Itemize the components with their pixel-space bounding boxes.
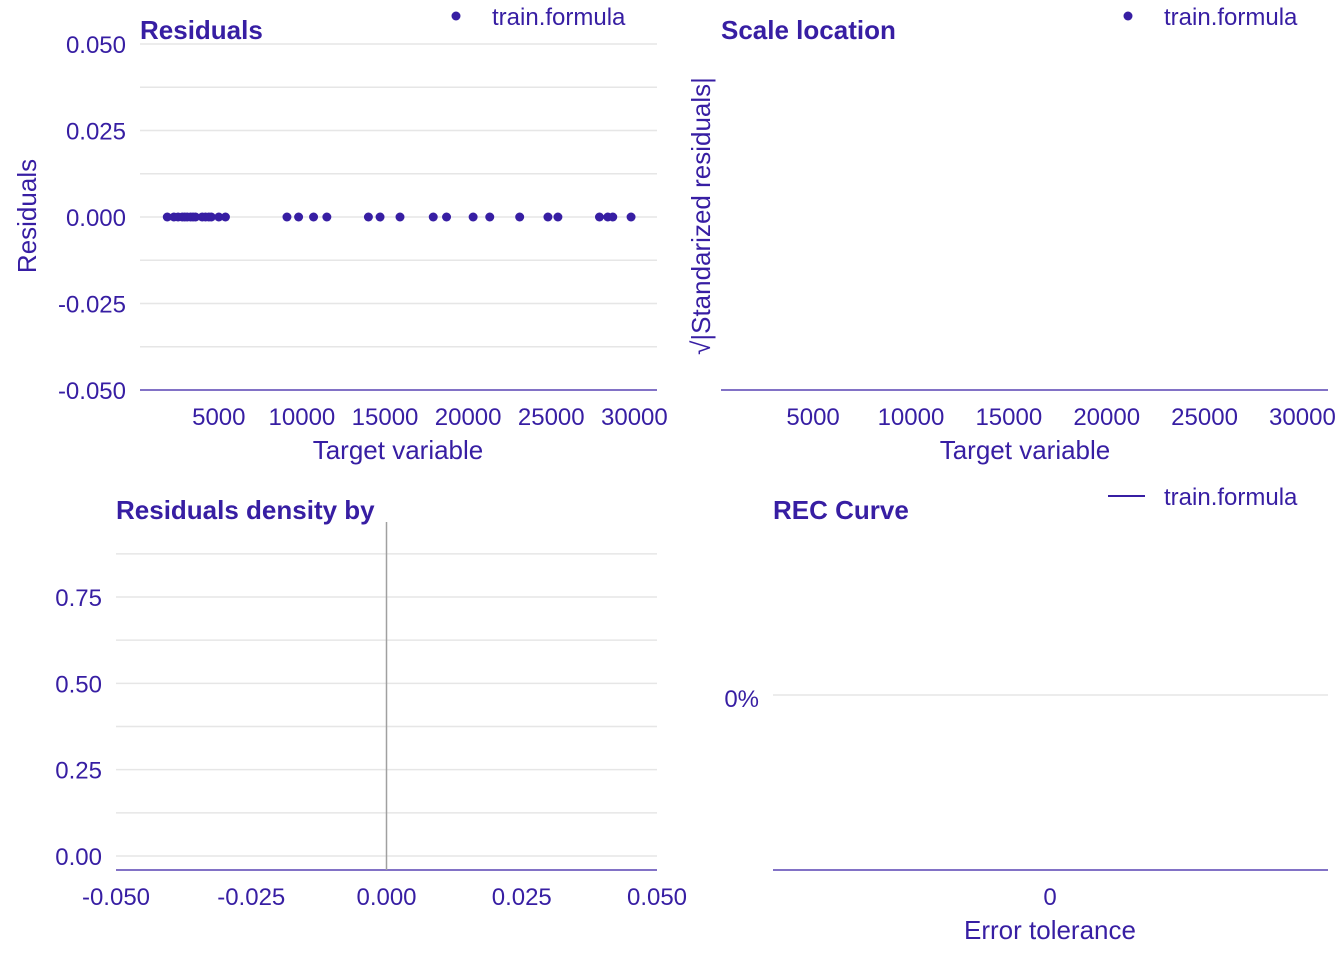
density-y-tick-labels: 0.00 0.25 0.50 0.75 [55, 585, 102, 871]
residual-point [442, 212, 452, 222]
scale-location-x-tick-label: 30000 [1269, 404, 1336, 431]
rec-x-tick-label: 0 [1043, 884, 1056, 911]
density-x-tick-label: 0.050 [627, 884, 687, 911]
residual-point [375, 212, 385, 222]
residual-point [428, 212, 438, 222]
residual-point [282, 212, 292, 222]
rec-curve-panel: 0% 0 REC Curve Error tolerance train.for… [724, 484, 1328, 945]
residuals-legend-marker [451, 11, 461, 21]
density-y-tick-label: 0.25 [55, 758, 102, 785]
scale-location-title: Scale location [721, 15, 896, 45]
density-title: Residuals density by [116, 495, 375, 525]
residuals-gridlines [140, 43, 657, 348]
residuals-legend: train.formula [451, 4, 626, 31]
residuals-x-tick-label: 15000 [352, 404, 419, 431]
scale-location-legend-label: train.formula [1164, 4, 1298, 31]
residuals-x-tick-label: 25000 [518, 404, 585, 431]
residual-point [294, 212, 304, 222]
residuals-panel: -0.050 -0.025 0.000 0.025 0.050 5000 10000 150… [12, 4, 668, 465]
residuals-points [162, 212, 636, 222]
density-x-tick-label: 0.025 [492, 884, 552, 911]
density-x-tick-label: 0.000 [356, 884, 416, 911]
residual-point [322, 212, 332, 222]
density-y-tick-label: 0.75 [55, 585, 102, 612]
scale-location-x-tick-label: 10000 [878, 404, 945, 431]
residual-point [608, 212, 618, 222]
rec-x-axis-label: Error tolerance [964, 915, 1136, 945]
residual-point [363, 212, 373, 222]
rec-y-tick-label: 0% [724, 686, 759, 713]
residuals-x-tick-label: 30000 [601, 404, 668, 431]
scale-location-x-axis-label: Target variable [940, 435, 1111, 465]
residual-point [515, 212, 525, 222]
density-x-tick-label: -0.050 [82, 884, 150, 911]
scale-location-legend-marker [1123, 11, 1133, 21]
residual-point [162, 212, 172, 222]
density-x-tick-label: -0.025 [217, 884, 285, 911]
residuals-y-tick-label: 0.050 [66, 32, 126, 59]
residuals-x-tick-labels: 5000 10000 15000 20000 25000 30000 [192, 404, 668, 431]
residuals-x-tick-label: 10000 [269, 404, 336, 431]
rec-legend-label: train.formula [1164, 484, 1298, 511]
scale-location-x-tick-label: 20000 [1073, 404, 1140, 431]
rec-title: REC Curve [773, 495, 909, 525]
density-y-tick-label: 0.00 [55, 844, 102, 871]
residuals-y-tick-label: 0.000 [66, 205, 126, 232]
scale-location-panel: 5000 10000 15000 20000 25000 30000 Scale loca… [686, 4, 1336, 465]
residual-point [594, 212, 604, 222]
scale-location-x-tick-label: 15000 [975, 404, 1042, 431]
residuals-y-tick-label: -0.025 [58, 292, 126, 319]
residuals-title: Residuals [140, 15, 263, 45]
residual-point [214, 212, 224, 222]
scale-location-x-tick-labels: 5000 10000 15000 20000 25000 30000 [786, 404, 1335, 431]
scale-location-x-tick-label: 5000 [786, 404, 839, 431]
residual-point [543, 212, 553, 222]
density-y-tick-label: 0.50 [55, 671, 102, 698]
residuals-y-tick-label: 0.025 [66, 119, 126, 146]
residual-point [191, 212, 201, 222]
scale-location-x-tick-label: 25000 [1171, 404, 1238, 431]
residuals-y-axis-label: Residuals [12, 159, 42, 273]
scale-location-legend: train.formula [1123, 4, 1298, 31]
residuals-density-panel: 0.00 0.25 0.50 0.75 -0.050 -0.025 0.000 0.025 0… [55, 495, 687, 911]
rec-legend: train.formula [1108, 484, 1298, 511]
residual-point [485, 212, 495, 222]
residual-point [468, 212, 478, 222]
residual-point [553, 212, 563, 222]
residuals-legend-label: train.formula [492, 4, 626, 31]
residual-point [309, 212, 319, 222]
residuals-x-tick-label: 20000 [435, 404, 502, 431]
residual-point [206, 212, 216, 222]
residuals-y-tick-label: -0.050 [58, 378, 126, 405]
density-x-tick-labels: -0.050 -0.025 0.000 0.025 0.050 [82, 884, 687, 911]
residuals-x-axis-label: Target variable [313, 435, 484, 465]
residuals-y-tick-labels: -0.050 -0.025 0.000 0.025 0.050 [58, 32, 126, 405]
residual-point [395, 212, 405, 222]
residuals-x-tick-label: 5000 [192, 404, 245, 431]
scale-location-y-axis-label: √|Standarized residuals| [686, 77, 716, 355]
residual-point [220, 212, 230, 222]
residual-point [626, 212, 636, 222]
